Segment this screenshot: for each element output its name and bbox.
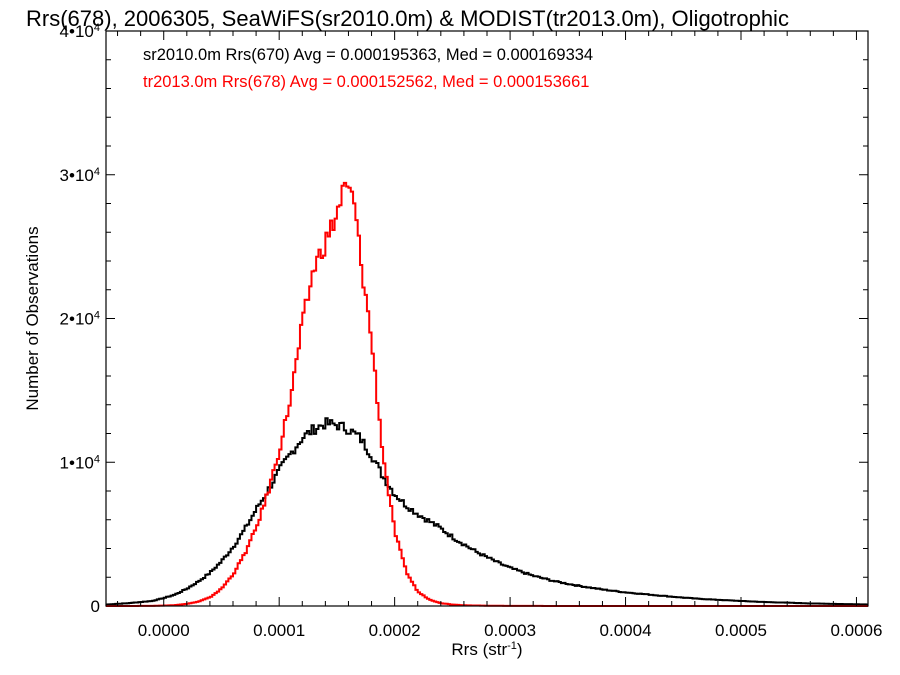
x-tick-label: 0.0003 [484, 621, 536, 640]
legend-entry-2: tr2013.0m Rrs(678) Avg = 0.000152562, Me… [143, 73, 589, 91]
x-axis-label: Rrs (str-1) [451, 640, 522, 659]
x-tick-label: 0.0005 [715, 621, 767, 640]
series-layer [106, 181, 868, 607]
x-tick-label: 0.0001 [253, 621, 305, 640]
y-tick-label: 4•104 [60, 22, 100, 41]
x-axis: 0.0000 0.0001 0.0002 0.0003 0.0004 0.0005 0.00… [117, 31, 882, 640]
chart-title: Rrs(678), 2006305, SeaWiFS(sr2010.0m) & … [26, 6, 789, 31]
series-line-1 [106, 417, 868, 606]
y-tick-label: 1•104 [60, 453, 100, 472]
y-tick-label: 0 [91, 597, 100, 616]
x-axis-label-text: Rrs (str [451, 640, 507, 659]
plot-frame [105, 30, 869, 607]
x-tick-label: 0.0004 [600, 621, 652, 640]
y-axis: 0 1•104 2•104 3•104 4•104 [60, 22, 868, 616]
legend-entry-1: sr2010.0m Rrs(670) Avg = 0.000195363, Me… [143, 46, 593, 64]
y-axis-label: Number of Observations [23, 226, 42, 410]
series-line-2 [106, 181, 868, 607]
x-tick-label: 0.0002 [369, 621, 421, 640]
legend: sr2010.0m Rrs(670) Avg = 0.000195363, Me… [143, 46, 593, 91]
y-tick-label: 2•104 [60, 310, 100, 329]
y-tick-label: 3•104 [60, 166, 100, 185]
x-axis-label-exponent: -1 [507, 640, 517, 652]
x-axis-label-suffix: ) [517, 640, 523, 659]
x-tick-label: 0.0006 [830, 621, 882, 640]
x-tick-label: 0.0000 [138, 621, 190, 640]
